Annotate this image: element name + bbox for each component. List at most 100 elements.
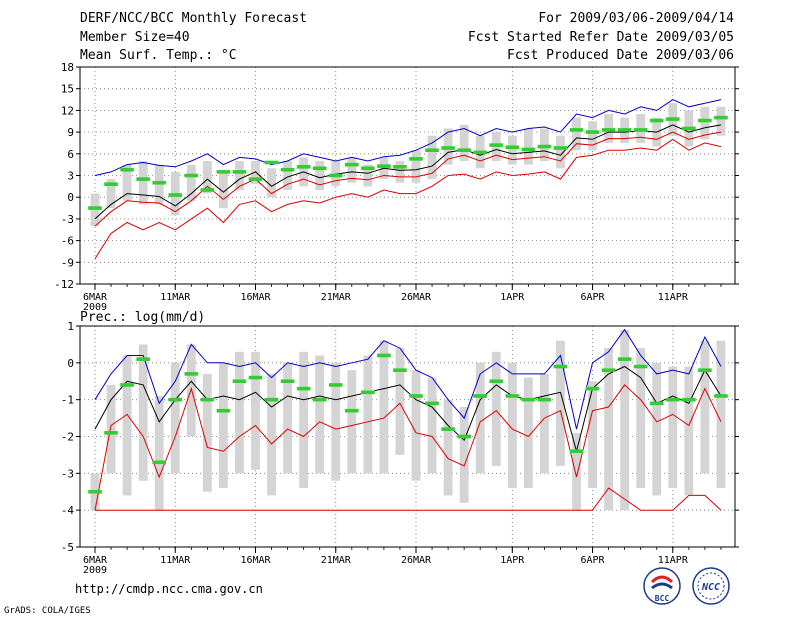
median-marker	[88, 206, 102, 210]
median-marker	[344, 162, 359, 167]
spread-box	[363, 355, 373, 474]
median-marker	[457, 434, 471, 439]
grads-credit: GrADS: COLA/IGES	[4, 606, 91, 616]
lower-bound-line	[94, 384, 722, 511]
spread-box	[539, 128, 549, 162]
spread-box	[122, 164, 132, 201]
start-date: Fcst Started Refer Date 2009/03/05	[467, 30, 734, 45]
x-tick-label: 16MAR	[240, 292, 271, 303]
spread-box	[363, 164, 373, 187]
median-marker	[633, 364, 648, 369]
spread-box	[379, 340, 389, 474]
x-tick-label: 21MAR	[321, 292, 352, 303]
median-marker	[585, 386, 600, 391]
spread-box	[202, 161, 212, 194]
spread-box	[556, 135, 565, 169]
spread-box	[106, 179, 116, 209]
variable-label: Mean Surf. Temp.: °C	[80, 48, 237, 63]
median-marker	[136, 177, 150, 181]
median-marker	[409, 157, 423, 161]
median-marker	[698, 368, 712, 372]
upper-bound-line	[94, 99, 722, 176]
spread-box	[315, 161, 325, 190]
median-marker	[409, 394, 423, 398]
spread-box	[459, 124, 469, 162]
source-url[interactable]: http://cmdp.ncc.cma.gov.cn	[75, 582, 263, 596]
y-tick-label: 1	[67, 320, 74, 333]
x-year-label: 2009	[83, 302, 107, 310]
median-marker	[649, 401, 664, 406]
median-marker	[537, 397, 552, 402]
spread-box	[106, 384, 116, 474]
spread-box	[700, 340, 710, 474]
median-marker	[473, 394, 488, 398]
forecast-period: For 2009/03/06-2009/04/14	[538, 11, 734, 26]
x-year-label: 2009	[83, 565, 107, 576]
median-marker	[104, 431, 118, 435]
spread-box	[572, 432, 581, 511]
x-tick-label: 11MAR	[160, 292, 191, 303]
median-marker	[232, 170, 247, 174]
median-marker	[601, 368, 616, 372]
lower-tail-line	[95, 487, 722, 511]
median-marker	[88, 489, 102, 494]
upper-bound-line	[94, 328, 722, 430]
spread-box	[218, 362, 228, 489]
spread-box	[507, 362, 517, 489]
median-marker	[441, 427, 455, 431]
spread-box	[523, 128, 533, 165]
lower-bound-line	[94, 138, 722, 259]
spread-box	[283, 362, 293, 474]
spread-box	[427, 377, 437, 474]
spread-box	[138, 344, 148, 481]
spread-box	[154, 395, 164, 511]
x-tick-label: 6APR	[581, 292, 606, 303]
temperature-chart: -12 -9 -6 -3 0 3 6 9 12 15 18 6MAR 11MAR 16MAR 21MAR 26…	[54, 61, 739, 310]
spread-box	[283, 161, 293, 190]
spread-box	[668, 366, 678, 489]
median-marker	[569, 449, 584, 454]
spread-box	[523, 377, 533, 489]
spread-box	[170, 362, 180, 474]
median-marker	[569, 128, 584, 132]
x-tick-label: 6MAR	[83, 292, 108, 303]
median-marker	[361, 390, 375, 395]
spread-box	[347, 370, 357, 474]
ensemble-mean-line	[94, 124, 722, 220]
median-marker	[505, 145, 520, 150]
spread-box	[331, 362, 341, 481]
spread-box	[684, 366, 694, 496]
median-marker	[328, 173, 343, 178]
spread-box	[572, 117, 581, 151]
y-tick-label: -6	[61, 235, 74, 248]
y-tick-label: 0	[67, 191, 74, 204]
median-marker	[377, 353, 391, 358]
spread-box	[315, 355, 325, 474]
median-marker	[344, 408, 359, 413]
median-marker	[714, 115, 728, 120]
spread-box	[186, 164, 196, 201]
median-marker	[280, 379, 295, 384]
x-tick-label: 21MAR	[321, 555, 352, 566]
produced-date: Fcst Produced Date 2009/03/06	[507, 48, 734, 63]
median-marker	[120, 167, 134, 172]
y-tick-label: 12	[61, 104, 74, 117]
median-marker	[136, 357, 150, 361]
spread-box	[716, 106, 726, 136]
ncc-logo-text: NCC	[701, 582, 720, 593]
x-tick-label: 11MAR	[160, 555, 191, 566]
y-tick-label: -3	[61, 467, 74, 480]
spread-box	[267, 373, 276, 496]
median-marker	[585, 130, 600, 134]
median-marker	[248, 375, 263, 380]
spread-box	[122, 355, 132, 496]
median-marker	[296, 386, 311, 391]
median-marker	[264, 160, 279, 165]
spread-box	[235, 161, 244, 190]
median-marker	[473, 150, 488, 155]
y-tick-label: -3	[61, 213, 74, 226]
median-marker	[377, 164, 391, 168]
median-marker	[505, 394, 520, 398]
